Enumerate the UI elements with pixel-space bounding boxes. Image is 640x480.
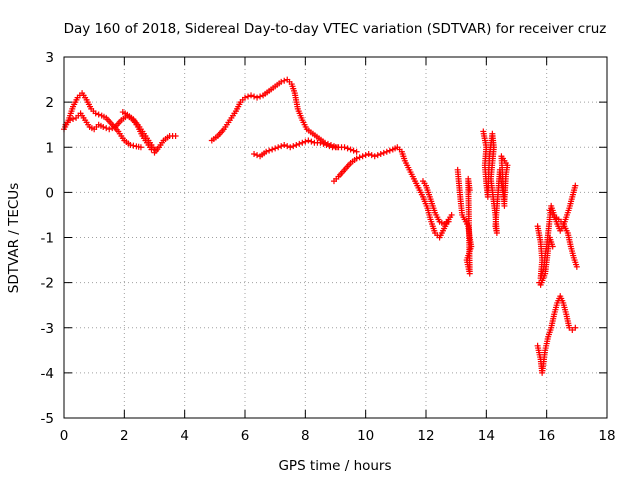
plot-frame: [63, 56, 608, 419]
data-point: [347, 146, 354, 153]
data-point: [251, 151, 258, 158]
data-point: [109, 125, 116, 132]
x-tick-label: 18: [598, 428, 615, 444]
y-tick-label: -5: [41, 411, 54, 427]
y-tick-label: 1: [45, 140, 54, 156]
data-points: [61, 76, 580, 376]
y-tick-label: 0: [45, 185, 54, 201]
data-point: [251, 93, 258, 100]
data-point: [278, 78, 285, 85]
data-point: [70, 116, 77, 123]
data-point: [362, 152, 369, 159]
data-point: [266, 147, 273, 154]
data-point: [67, 117, 74, 124]
data-point: [383, 148, 390, 155]
data-point: [341, 144, 348, 151]
data-point: [549, 243, 556, 250]
data-point: [137, 144, 144, 151]
data-point: [374, 152, 381, 159]
data-point: [275, 144, 282, 151]
data-point: [445, 218, 452, 225]
data-point: [317, 139, 324, 146]
data-point: [350, 147, 357, 154]
data-point: [501, 202, 508, 209]
data-point: [95, 111, 102, 118]
data-point: [305, 137, 312, 144]
x-tick-label: 6: [241, 428, 250, 444]
data-point: [130, 142, 137, 149]
data-point: [572, 182, 579, 189]
data-point: [377, 151, 384, 158]
y-tick-label: -4: [41, 366, 54, 382]
data-point: [293, 141, 300, 148]
y-tick-label: -1: [41, 231, 54, 247]
x-tick-label: 14: [478, 428, 495, 444]
data-point: [296, 140, 303, 147]
grid-lines: [64, 57, 607, 418]
data-point: [359, 153, 366, 160]
data-point: [103, 125, 110, 132]
data-point: [448, 211, 455, 218]
x-tick-label: 16: [538, 428, 555, 444]
data-point: [344, 145, 351, 152]
data-point: [308, 138, 315, 145]
data-point: [100, 123, 107, 130]
data-point: [127, 141, 134, 148]
data-point: [356, 154, 363, 161]
data-point: [380, 149, 387, 156]
data-point: [353, 155, 360, 162]
data-point: [245, 93, 252, 100]
data-point: [284, 143, 291, 150]
data-point: [371, 153, 378, 160]
data-point: [320, 140, 327, 147]
data-point: [466, 187, 473, 194]
data-point: [272, 145, 279, 152]
data-point: [290, 143, 297, 150]
data-point: [281, 77, 288, 84]
x-tick-label: 4: [180, 428, 189, 444]
data-point: [254, 152, 261, 159]
data-point: [569, 327, 576, 334]
y-tick-label: 2: [45, 95, 54, 111]
data-point: [287, 144, 294, 151]
data-point: [257, 93, 264, 100]
x-tick-label: 0: [60, 428, 69, 444]
y-tick-label: 3: [45, 50, 54, 66]
data-point: [254, 94, 261, 101]
data-point: [573, 263, 580, 270]
data-point: [106, 126, 113, 133]
data-point: [269, 146, 276, 153]
x-axis-ticks: 0 2 4 6 8 10 12 14 16 18: [60, 57, 616, 444]
x-tick-label: 10: [357, 428, 374, 444]
x-tick-label: 8: [301, 428, 310, 444]
y-axis-label: SDTVAR / TECUs: [6, 183, 22, 293]
data-point: [248, 92, 255, 99]
data-point: [326, 143, 333, 150]
data-point: [365, 151, 372, 158]
data-point: [242, 94, 248, 101]
y-axis-ticks: -5 -4 -3 -2 -1 0 1 2 3: [41, 50, 607, 427]
data-point: [566, 324, 573, 331]
data-point: [323, 141, 330, 148]
x-axis-label: GPS time / hours: [278, 458, 391, 474]
y-tick-label: -3: [41, 321, 54, 337]
data-point: [151, 146, 158, 153]
data-point: [299, 139, 306, 146]
data-point: [172, 132, 179, 139]
data-point: [368, 152, 375, 159]
y-tick-label: -2: [41, 276, 54, 292]
data-point: [263, 148, 270, 155]
data-point: [281, 141, 288, 148]
data-point: [92, 110, 99, 117]
data-point: [353, 148, 360, 155]
chart-title: Day 160 of 2018, Sidereal Day-to-day VTE…: [64, 21, 607, 37]
data-point: [572, 324, 579, 331]
x-tick-label: 2: [120, 428, 129, 444]
x-tick-label: 12: [417, 428, 434, 444]
data-point: [386, 147, 393, 154]
data-point: [302, 138, 309, 145]
data-point: [278, 143, 285, 150]
